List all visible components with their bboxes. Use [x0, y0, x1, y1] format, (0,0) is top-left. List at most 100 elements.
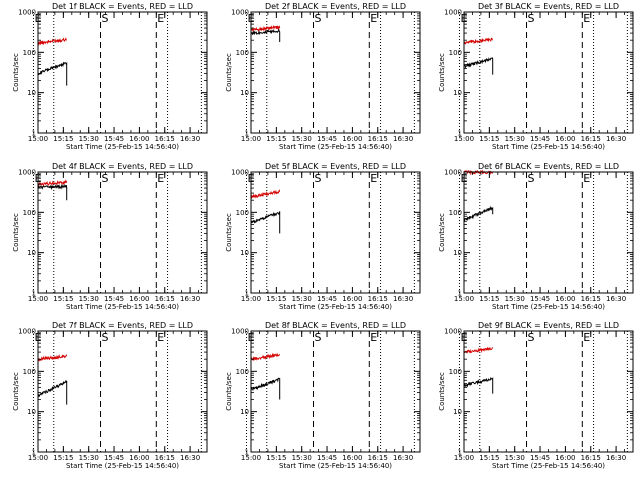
x-tick-label: 16:30 — [606, 454, 626, 462]
y-tick-label: 1 — [32, 449, 36, 457]
y-axis-label: Counts/sec — [225, 53, 233, 92]
marker-label: S — [315, 331, 322, 344]
x-axis-label: Start Time (25-Feb-15 14:56:40) — [279, 143, 392, 151]
y-tick-label: 1 — [32, 290, 36, 298]
x-tick-label: 16:00 — [342, 295, 362, 303]
x-tick-label: 16:00 — [342, 135, 362, 143]
x-tick-label: 15:45 — [530, 454, 550, 462]
y-tick-label: 1000 — [18, 9, 36, 17]
y-tick-label: 1000 — [18, 169, 36, 177]
x-tick-label: 16:30 — [606, 135, 626, 143]
x-tick-label: 15:45 — [317, 135, 337, 143]
x-tick-label: 15:30 — [79, 295, 99, 303]
lld-series-line — [463, 346, 494, 354]
x-tick-label: 15:15 — [266, 135, 286, 143]
panel-title: Det 5f BLACK = Events, RED = LLD — [265, 162, 406, 171]
x-tick-label: 15:00 — [454, 135, 474, 143]
x-tick-label: 15:00 — [241, 454, 261, 462]
x-tick-label: 16:30 — [393, 135, 413, 143]
y-tick-label: 100 — [449, 209, 462, 217]
y-tick-label: 1 — [32, 130, 36, 138]
x-tick-label: 16:15 — [368, 295, 388, 303]
lld-series-line — [37, 354, 68, 362]
x-tick-label: 15:15 — [53, 295, 73, 303]
x-tick-label: 16:00 — [555, 454, 575, 462]
lld-series-line — [37, 179, 68, 187]
x-tick-label: 16:00 — [555, 295, 575, 303]
x-tick-label: 16:15 — [581, 295, 601, 303]
panel-title: Det 1f BLACK = Events, RED = LLD — [52, 2, 193, 11]
events-series-line — [463, 205, 494, 223]
y-tick-label: 100 — [449, 368, 462, 376]
marker-label: S — [315, 12, 322, 25]
panel-title: Det 8f BLACK = Events, RED = LLD — [265, 321, 406, 330]
x-tick-label: 16:30 — [180, 454, 200, 462]
x-axis-label: Start Time (25-Feb-15 14:56:40) — [66, 462, 179, 470]
y-tick-label: 1000 — [444, 328, 462, 336]
events-series-line — [37, 61, 68, 86]
y-tick-label: 10 — [240, 249, 249, 257]
x-axis-label: Start Time (25-Feb-15 14:56:40) — [66, 303, 179, 311]
x-tick-label: 16:15 — [368, 135, 388, 143]
y-axis-label: Counts/sec — [438, 53, 446, 92]
x-tick-label: 16:00 — [129, 295, 149, 303]
y-tick-label: 1 — [458, 449, 462, 457]
events-series-line — [37, 183, 68, 201]
y-tick-label: 10 — [453, 89, 462, 97]
x-tick-label: 16:00 — [129, 454, 149, 462]
marker-label: E — [157, 172, 164, 185]
plot-frame — [37, 171, 208, 294]
y-tick-label: 10 — [453, 408, 462, 416]
y-tick-label: 100 — [236, 209, 249, 217]
plot-frame — [463, 11, 634, 134]
x-tick-label: 16:00 — [129, 135, 149, 143]
y-tick-label: 10 — [27, 408, 36, 416]
y-tick-label: 1000 — [231, 169, 249, 177]
y-tick-label: 1 — [245, 130, 249, 138]
y-axis-label: Counts/sec — [12, 372, 20, 411]
x-tick-label: 15:00 — [28, 454, 48, 462]
x-tick-label: 15:00 — [454, 295, 474, 303]
x-tick-label: 15:00 — [28, 295, 48, 303]
x-tick-label: 15:00 — [241, 135, 261, 143]
y-tick-label: 100 — [23, 49, 36, 57]
y-tick-label: 1 — [458, 290, 462, 298]
events-series-line — [37, 379, 68, 405]
x-axis-label: Start Time (25-Feb-15 14:56:40) — [66, 143, 179, 151]
marker-label: S — [102, 331, 109, 344]
lld-series-line — [250, 352, 280, 362]
plot-frame — [37, 11, 208, 134]
marker-label: E — [370, 12, 377, 25]
x-tick-label: 15:30 — [292, 135, 312, 143]
x-tick-label: 15:30 — [79, 135, 99, 143]
x-tick-label: 15:15 — [479, 295, 499, 303]
y-axis-label: Counts/sec — [438, 213, 446, 252]
y-axis-label: Counts/sec — [12, 213, 20, 252]
panel-title: Det 3f BLACK = Events, RED = LLD — [478, 2, 619, 11]
y-axis-label: Counts/sec — [225, 372, 233, 411]
x-tick-label: 16:30 — [393, 454, 413, 462]
y-tick-label: 1000 — [444, 169, 462, 177]
x-tick-label: 15:15 — [479, 454, 499, 462]
marker-label: E — [583, 12, 590, 25]
x-tick-label: 15:15 — [266, 295, 286, 303]
y-tick-label: 1000 — [231, 9, 249, 17]
lld-series-line — [250, 189, 281, 199]
marker-label: E — [370, 172, 377, 185]
marker-label: S — [315, 172, 322, 185]
x-axis-label: Start Time (25-Feb-15 14:56:40) — [492, 462, 605, 470]
events-series-line — [250, 211, 281, 234]
x-tick-label: 15:45 — [104, 295, 124, 303]
x-tick-label: 15:45 — [317, 295, 337, 303]
x-tick-label: 15:45 — [317, 454, 337, 462]
y-tick-label: 1000 — [231, 328, 249, 336]
panel-title: Det 2f BLACK = Events, RED = LLD — [265, 2, 406, 11]
marker-label: E — [370, 331, 377, 344]
y-axis-label: Counts/sec — [12, 53, 20, 92]
y-tick-label: 10 — [453, 249, 462, 257]
x-tick-label: 15:30 — [505, 454, 525, 462]
x-axis-label: Start Time (25-Feb-15 14:56:40) — [492, 143, 605, 151]
y-tick-label: 1 — [245, 290, 249, 298]
